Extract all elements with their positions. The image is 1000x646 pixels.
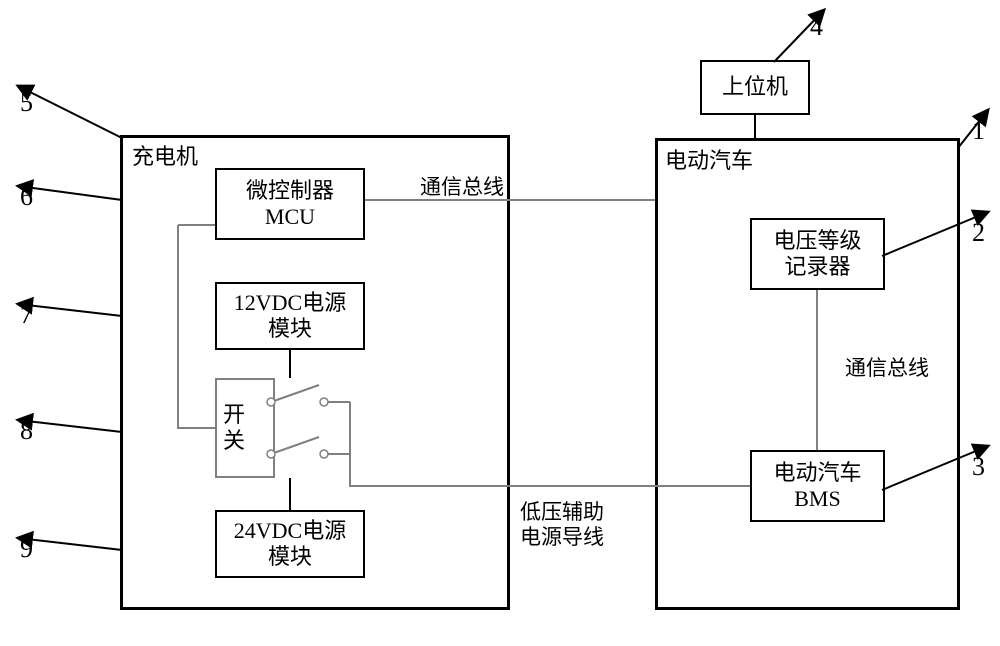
callout-1: 1 bbox=[972, 116, 985, 146]
callout-4: 4 bbox=[810, 12, 823, 42]
charger-title: 充电机 bbox=[132, 144, 198, 170]
bus-label-1: 通信总线 bbox=[420, 175, 504, 200]
host-node: 上位机 bbox=[700, 60, 810, 115]
ev-title: 电动汽车 bbox=[665, 148, 753, 174]
callout-2: 2 bbox=[972, 218, 985, 248]
bus-label-2: 通信总线 bbox=[845, 356, 929, 381]
diagram-canvas: 充电机 电动汽车 上位机 微控制器 MCU 12VDC电源 模块 开 关 24V… bbox=[0, 0, 1000, 646]
callout-8: 8 bbox=[20, 416, 33, 446]
aux-power-label: 低压辅助 电源导线 bbox=[520, 500, 604, 550]
callout-9: 9 bbox=[20, 534, 33, 564]
psu12-node: 12VDC电源 模块 bbox=[215, 282, 365, 350]
callout-7: 7 bbox=[20, 300, 33, 330]
callout-3: 3 bbox=[972, 452, 985, 482]
psu24-node: 24VDC电源 模块 bbox=[215, 510, 365, 578]
switch-node: 开 关 bbox=[215, 378, 275, 478]
voltage-recorder-node: 电压等级 记录器 bbox=[750, 218, 885, 290]
callout-6: 6 bbox=[20, 182, 33, 212]
bms-node: 电动汽车 BMS bbox=[750, 450, 885, 522]
mcu-node: 微控制器 MCU bbox=[215, 168, 365, 240]
callout-5: 5 bbox=[20, 88, 33, 118]
